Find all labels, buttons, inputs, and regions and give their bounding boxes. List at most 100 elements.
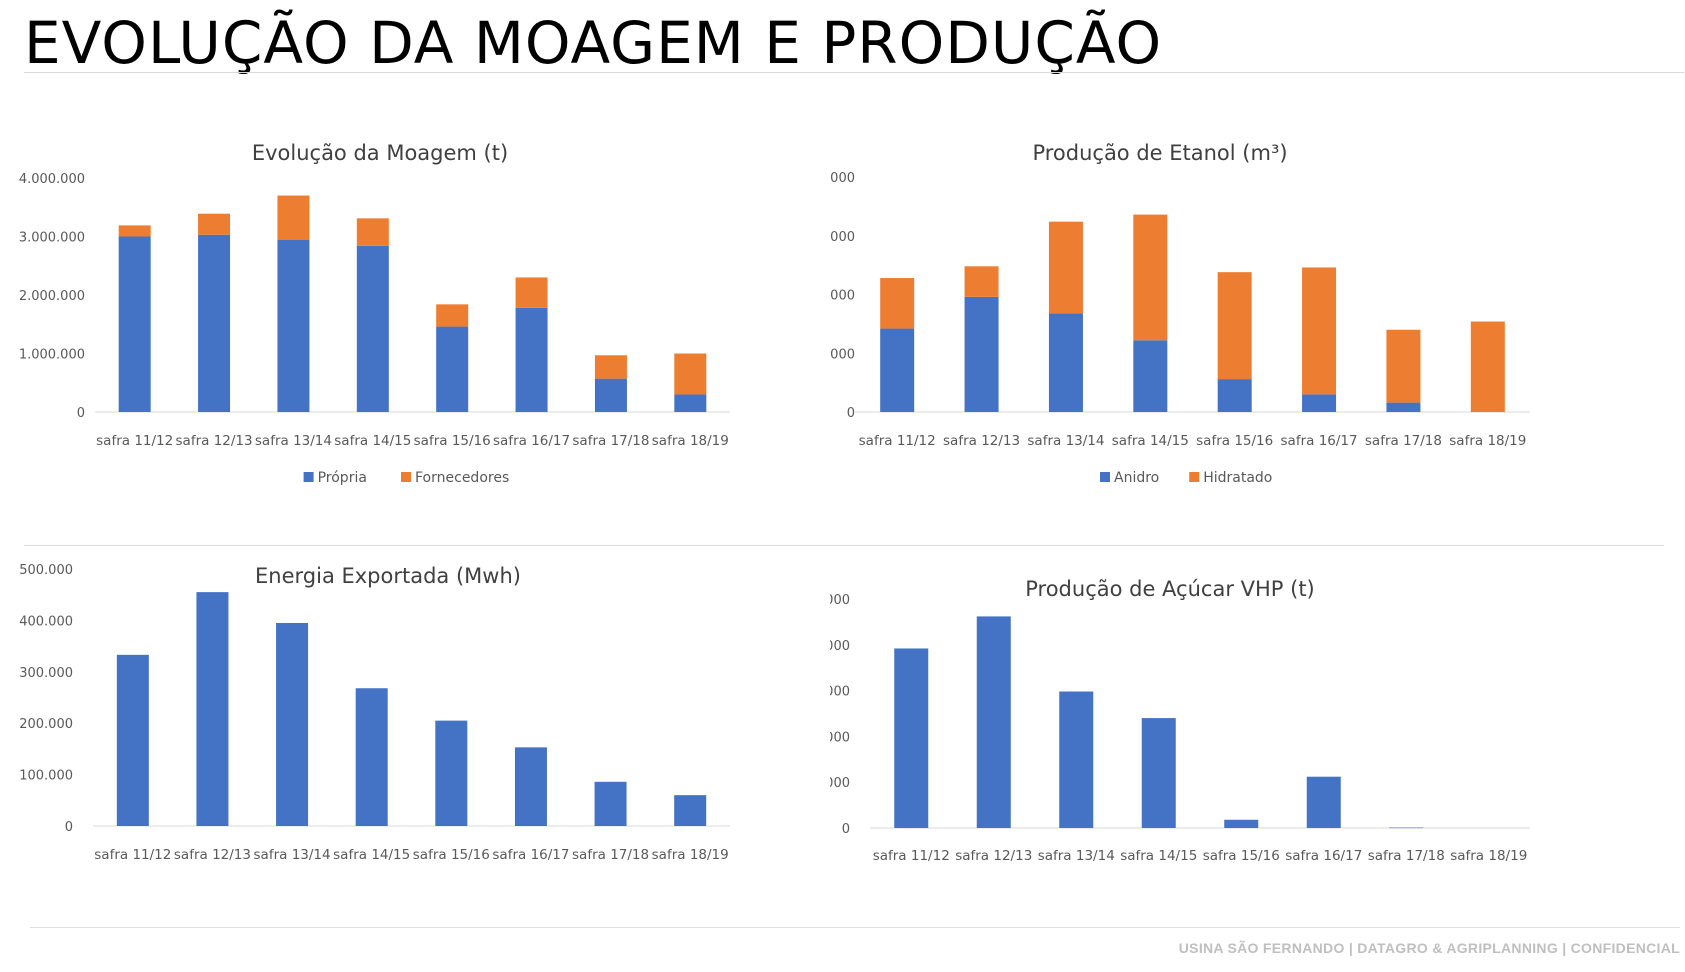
x-tick-label: safra 14/15: [1112, 433, 1189, 449]
bar-fornecedores: [198, 213, 231, 235]
y-tick-label: 2.000.000: [19, 289, 85, 304]
bar-value: [514, 747, 547, 826]
y-tick-label: 100.000: [19, 769, 73, 784]
y-tick-label: 200.000: [830, 639, 850, 654]
x-tick-label: safra 18/19: [652, 433, 729, 449]
legend-swatch: [303, 472, 314, 482]
bar-value: [976, 616, 1011, 828]
y-tick-label: 150.000: [830, 230, 855, 245]
y-tick-label: 250.000: [830, 593, 850, 608]
x-tick-label: safra 17/18: [572, 433, 649, 449]
bar-value: [1306, 776, 1341, 828]
bar-própria: [118, 236, 151, 412]
x-tick-label: safra 13/14: [255, 433, 332, 449]
y-tick-label: 400.000: [19, 614, 73, 629]
x-tick-label: safra 11/12: [94, 847, 171, 863]
x-tick-label: safra 15/16: [414, 433, 491, 449]
x-tick-label: safra 12/13: [176, 433, 253, 449]
y-tick-label: 150.000: [830, 685, 850, 700]
x-tick-label: safra 11/12: [859, 433, 936, 449]
bar-hidratado: [880, 278, 915, 329]
y-tick-label: 3.000.000: [19, 231, 85, 246]
x-tick-label: safra 11/12: [873, 848, 950, 864]
x-tick-label: safra 17/18: [572, 847, 649, 863]
bar-value: [435, 720, 468, 826]
x-tick-label: safra 18/19: [1450, 848, 1527, 864]
y-tick-label: 4.000.000: [19, 172, 85, 187]
bar-value: [594, 781, 627, 826]
bar-hidratado: [1217, 272, 1252, 380]
chart-etanol: Produção de Etanol (m³) 0 50.000 100.000 150…: [830, 141, 1530, 486]
x-tick-label: safra 14/15: [334, 433, 411, 449]
x-tick-label: safra 11/12: [96, 433, 173, 449]
bar-fornecedores: [118, 225, 151, 237]
bar-hidratado: [1133, 214, 1168, 341]
bar-fornecedores: [594, 355, 627, 379]
chart-moagem: Evolução da Moagem (t) 0 1.000.000 2.000.00…: [19, 141, 730, 486]
legend-swatch: [1189, 472, 1200, 482]
chart-group: Evolução da Moagem (t) 0 1.000.000 2.000.00…: [19, 141, 730, 486]
x-tick-label: safra 16/17: [492, 847, 569, 863]
bar-hidratado: [964, 266, 999, 297]
x-tick-label: safra 17/18: [1368, 848, 1445, 864]
bar-própria: [436, 326, 469, 412]
legend-swatch: [1100, 472, 1110, 482]
y-tick-label: 1.000.000: [19, 348, 85, 363]
x-tick-label: safra 14/15: [1120, 848, 1197, 864]
y-tick-label: 0: [65, 820, 73, 835]
x-tick-label: safra 13/14: [1027, 433, 1104, 449]
y-tick-label: 200.000: [830, 171, 855, 186]
x-tick-label: safra 15/16: [413, 847, 490, 863]
x-tick-label: safra 15/16: [1203, 848, 1280, 864]
bar-anidro: [1302, 394, 1337, 412]
bar-anidro: [1217, 379, 1252, 412]
bar-própria: [674, 394, 707, 412]
x-tick-label: safra 14/15: [333, 847, 410, 863]
bar-anidro: [1133, 340, 1168, 412]
x-tick-label: safra 18/19: [652, 847, 729, 863]
chart-title: Produção de Açúcar VHP (t): [1025, 577, 1315, 601]
x-tick-label: safra 16/17: [493, 433, 570, 449]
y-tick-label: 200.000: [19, 717, 73, 732]
chart-acucar: Produção de Açúcar VHP (t) 0 50.000 100.000…: [830, 577, 1530, 864]
bar-hidratado: [1470, 321, 1505, 412]
legend-label: Hidratado: [1203, 470, 1272, 486]
legend-label: Fornecedores: [415, 470, 509, 486]
bar-fornecedores: [436, 304, 469, 327]
bar-fornecedores: [674, 353, 707, 395]
bar-value: [1389, 827, 1424, 829]
bar-value: [116, 654, 149, 826]
y-tick-label: 50.000: [830, 347, 855, 362]
x-tick-label: safra 17/18: [1365, 433, 1442, 449]
x-tick-label: safra 12/13: [943, 433, 1020, 449]
bar-value: [1224, 819, 1259, 828]
legend-label: Própria: [318, 470, 367, 486]
y-tick-label: 0: [77, 406, 85, 421]
chart-group: Energia Exportada (Mwh) 0 100.000 200.000 30…: [19, 563, 730, 863]
x-tick-label: safra 16/17: [1285, 848, 1362, 864]
bar-fornecedores: [277, 195, 310, 241]
bar-value: [355, 688, 388, 826]
bar-própria: [594, 378, 627, 412]
y-tick-label: 500.000: [19, 563, 73, 578]
bar-anidro: [964, 296, 999, 412]
bar-anidro: [880, 328, 915, 412]
footer-text: USINA SÃO FERNANDO | DATAGRO & AGRIPLANN…: [1178, 940, 1680, 956]
bar-hidratado: [1302, 267, 1337, 395]
bar-value: [1059, 691, 1094, 828]
chart-energia: Energia Exportada (Mwh) 0 100.000 200.000 30…: [19, 563, 730, 863]
bar-value: [276, 622, 309, 826]
y-tick-label: 100.000: [830, 289, 855, 304]
bar-anidro: [1386, 402, 1421, 412]
x-tick-label: safra 16/17: [1281, 433, 1358, 449]
legend-swatch: [401, 472, 411, 482]
y-tick-label: 50.000: [830, 776, 850, 791]
legend-label: Anidro: [1114, 470, 1159, 486]
y-tick-label: 100.000: [830, 730, 850, 745]
chart-title: Energia Exportada (Mwh): [255, 564, 521, 588]
x-tick-label: safra 15/16: [1196, 433, 1273, 449]
x-tick-label: safra 13/14: [254, 847, 331, 863]
chart-title: Evolução da Moagem (t): [252, 141, 508, 165]
page-title: EVOLUÇÃO DA MOAGEM E PRODUÇÃO: [24, 9, 1163, 77]
section-divider: [24, 545, 1664, 546]
